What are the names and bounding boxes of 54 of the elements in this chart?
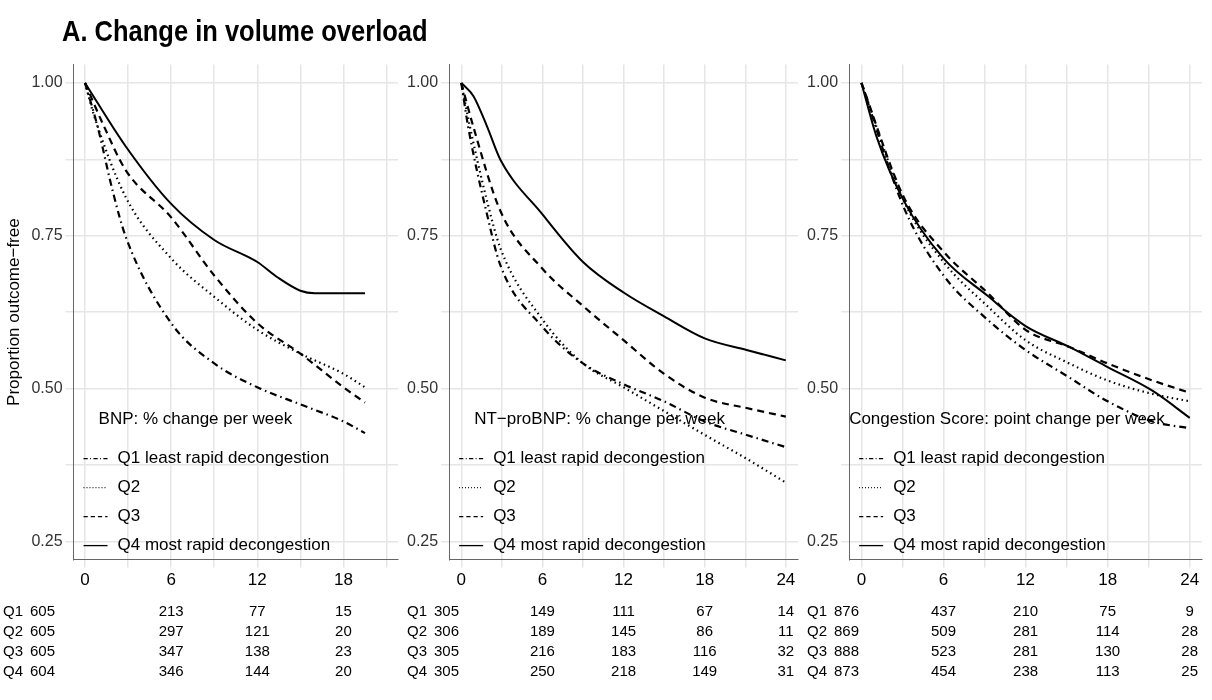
text: Q4 305 250 218 149 31 — [407, 661, 795, 679]
x-tick-label: 18 — [1098, 570, 1118, 590]
text: Q2 869 509 281 114 28 — [807, 621, 1199, 639]
legend-label: Q1 least rapid decongestion — [493, 448, 705, 468]
y-tick-label: 0.25 — [31, 531, 63, 549]
x-tick-label: 12 — [1016, 570, 1036, 590]
y-tick-label: 0.25 — [807, 531, 839, 549]
y-tick-label: 0.50 — [807, 378, 839, 396]
x-tick-label: 0 — [856, 570, 867, 590]
text: Q1 305 149 111 67 14 — [407, 601, 795, 619]
legend-label: Q3 — [117, 506, 141, 526]
legend-label: Q4 most rapid decongestion — [117, 535, 331, 555]
y-tick-label: 0.75 — [407, 226, 439, 244]
x-tick-label: 24 — [1180, 570, 1200, 590]
y-axis-title: Proportion outcome−free — [3, 218, 23, 406]
x-tick-label: 12 — [614, 570, 634, 590]
x-tick-label: 0 — [456, 570, 467, 590]
y-tick-label: 0.25 — [407, 531, 439, 549]
x-tick-label: 6 — [166, 570, 176, 590]
legend-label: Q1 least rapid decongestion — [117, 448, 330, 468]
y-tick-label: 0.50 — [31, 378, 63, 396]
y-tick-label: 1.00 — [807, 73, 839, 91]
x-tick-label: 18 — [695, 570, 715, 590]
legend-label: Q4 most rapid decongestion — [493, 535, 706, 555]
text: Q3 305 216 183 116 32 — [407, 641, 795, 659]
text: Q1 605 213 77 15 — [3, 601, 352, 619]
text: Q3 605 347 138 23 — [3, 641, 352, 659]
text: Q1 876 437 210 75 9 — [807, 601, 1194, 619]
text: Q2 306 189 145 86 11 — [407, 621, 794, 639]
x-tick-label: 6 — [938, 570, 949, 590]
legend-label: Q2 — [893, 477, 916, 497]
legend-label: Q3 — [893, 506, 916, 526]
y-tick-label: 1.00 — [31, 73, 63, 91]
legend-title: BNP: % change per week — [98, 409, 293, 429]
legend-label: Q1 least rapid decongestion — [893, 448, 1105, 468]
chart-title: A. Change in volume overload — [62, 14, 428, 48]
legend-label: Q4 most rapid decongestion — [893, 535, 1106, 555]
y-tick-label: 0.75 — [31, 226, 63, 244]
y-tick-label: 0.50 — [407, 378, 439, 396]
legend-label: Q2 — [493, 477, 516, 497]
x-tick-label: 18 — [333, 570, 353, 590]
y-tick-label: 1.00 — [407, 73, 439, 91]
text: Q2 605 297 121 20 — [3, 621, 352, 639]
x-tick-label: 6 — [537, 570, 548, 590]
legend-label: Q3 — [493, 506, 516, 526]
y-tick-label: 0.75 — [807, 226, 839, 244]
x-tick-label: 12 — [247, 570, 267, 590]
text: Q4 604 346 144 20 — [3, 661, 352, 679]
text: Q3 888 523 281 130 28 — [807, 641, 1199, 659]
text: Q4 873 454 238 113 25 — [807, 661, 1199, 679]
legend-title: NT−proBNP: % change per week — [474, 409, 726, 429]
x-tick-label: 24 — [776, 570, 796, 590]
legend-label: Q2 — [117, 477, 141, 497]
x-tick-label: 0 — [80, 570, 90, 590]
